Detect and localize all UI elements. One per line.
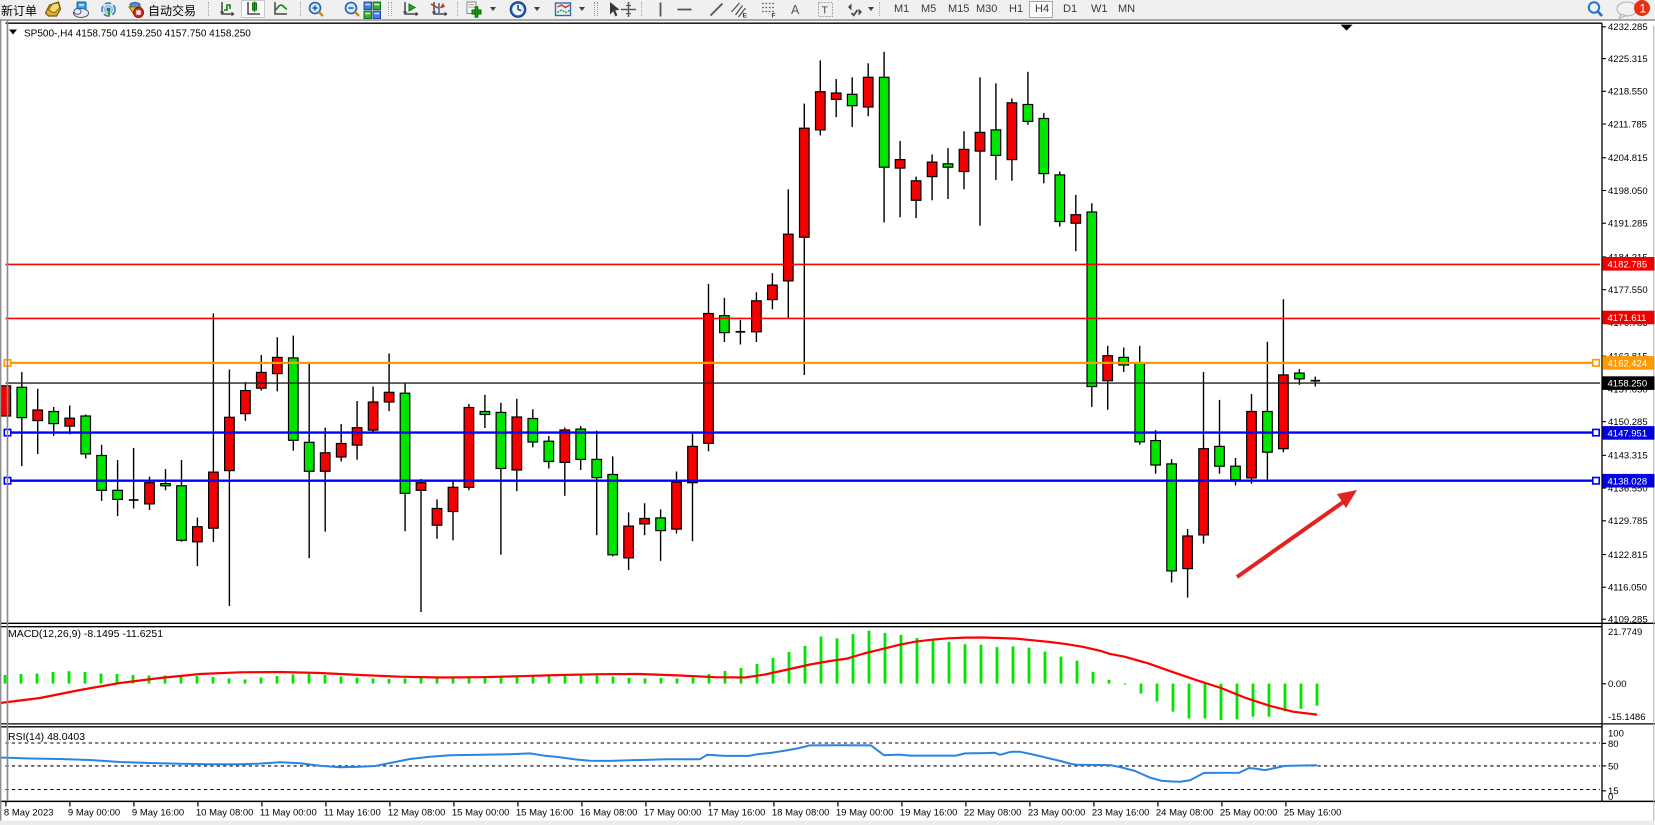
- svg-text:17 May 16:00: 17 May 16:00: [708, 808, 766, 819]
- svg-text:25 May 00:00: 25 May 00:00: [1220, 808, 1278, 819]
- svg-text:4129.785: 4129.785: [1608, 516, 1648, 527]
- svg-text:50: 50: [1608, 761, 1619, 772]
- svg-text:RSI(14) 48.0403: RSI(14) 48.0403: [8, 731, 85, 743]
- svg-text:4147.951: 4147.951: [1608, 429, 1648, 440]
- svg-text:0: 0: [1608, 792, 1613, 803]
- svg-text:80: 80: [1608, 739, 1619, 750]
- svg-text:4232.285: 4232.285: [1608, 22, 1648, 33]
- svg-text:4116.050: 4116.050: [1608, 583, 1647, 594]
- svg-text:4204.815: 4204.815: [1608, 153, 1648, 164]
- svg-text:4225.315: 4225.315: [1608, 54, 1648, 65]
- svg-text:E: E: [743, 13, 748, 19]
- svg-text:22 May 08:00: 22 May 08:00: [964, 808, 1022, 819]
- svg-text:15: 15: [1608, 786, 1619, 797]
- svg-text:10 May 08:00: 10 May 08:00: [196, 808, 254, 819]
- svg-text:25 May 16:00: 25 May 16:00: [1284, 808, 1342, 819]
- svg-text:23 May 16:00: 23 May 16:00: [1092, 808, 1150, 819]
- svg-text:4182.785: 4182.785: [1608, 259, 1648, 270]
- svg-text:4211.785: 4211.785: [1608, 119, 1647, 130]
- svg-text:4122.815: 4122.815: [1608, 550, 1648, 561]
- svg-text:4138.028: 4138.028: [1608, 476, 1648, 487]
- svg-text:100: 100: [1608, 728, 1624, 739]
- svg-text:F: F: [772, 13, 776, 19]
- svg-text:24 May 08:00: 24 May 08:00: [1156, 808, 1214, 819]
- svg-text:9 May 00:00: 9 May 00:00: [68, 808, 120, 819]
- svg-text:18 May 08:00: 18 May 08:00: [772, 808, 830, 819]
- svg-text:4158.250: 4158.250: [1608, 379, 1648, 390]
- svg-text:4109.285: 4109.285: [1608, 615, 1648, 626]
- svg-text:4177.550: 4177.550: [1608, 285, 1648, 296]
- svg-text:12 May 08:00: 12 May 08:00: [388, 808, 446, 819]
- svg-text:4198.050: 4198.050: [1608, 186, 1648, 197]
- svg-text:19 May 00:00: 19 May 00:00: [836, 808, 894, 819]
- svg-text:15 May 16:00: 15 May 16:00: [516, 808, 574, 819]
- svg-text:19 May 16:00: 19 May 16:00: [900, 808, 958, 819]
- svg-text:11 May 00:00: 11 May 00:00: [260, 808, 317, 819]
- svg-text:SP500-,H4 4158.750 4159.250 4: SP500-,H4 4158.750 4159.250 4157.750 415…: [24, 29, 251, 40]
- svg-text:MACD(12,26,9) -8.1495 -11.6251: MACD(12,26,9) -8.1495 -11.6251: [8, 628, 163, 640]
- svg-text:21.7749: 21.7749: [1608, 627, 1642, 638]
- svg-text:4171.611: 4171.611: [1608, 313, 1647, 324]
- svg-text:17 May 00:00: 17 May 00:00: [644, 808, 702, 819]
- svg-text:15 May 00:00: 15 May 00:00: [452, 808, 510, 819]
- svg-text:4143.315: 4143.315: [1608, 451, 1648, 462]
- svg-text:4162.424: 4162.424: [1608, 359, 1648, 370]
- svg-text:4150.285: 4150.285: [1608, 417, 1648, 428]
- svg-text:23 May 00:00: 23 May 00:00: [1028, 808, 1086, 819]
- svg-text:9 May 16:00: 9 May 16:00: [132, 808, 184, 819]
- svg-text:-15.1486: -15.1486: [1608, 712, 1646, 723]
- svg-text:11 May 16:00: 11 May 16:00: [324, 808, 381, 819]
- svg-text:16 May 08:00: 16 May 08:00: [580, 808, 638, 819]
- svg-text:0.00: 0.00: [1608, 679, 1627, 690]
- svg-text:4218.550: 4218.550: [1608, 87, 1648, 98]
- svg-text:4136.550: 4136.550: [1608, 483, 1648, 494]
- svg-text:1: 1: [1640, 2, 1647, 16]
- svg-text:T: T: [822, 5, 829, 17]
- svg-text:4191.285: 4191.285: [1608, 219, 1648, 230]
- svg-text:8 May 2023: 8 May 2023: [4, 808, 54, 819]
